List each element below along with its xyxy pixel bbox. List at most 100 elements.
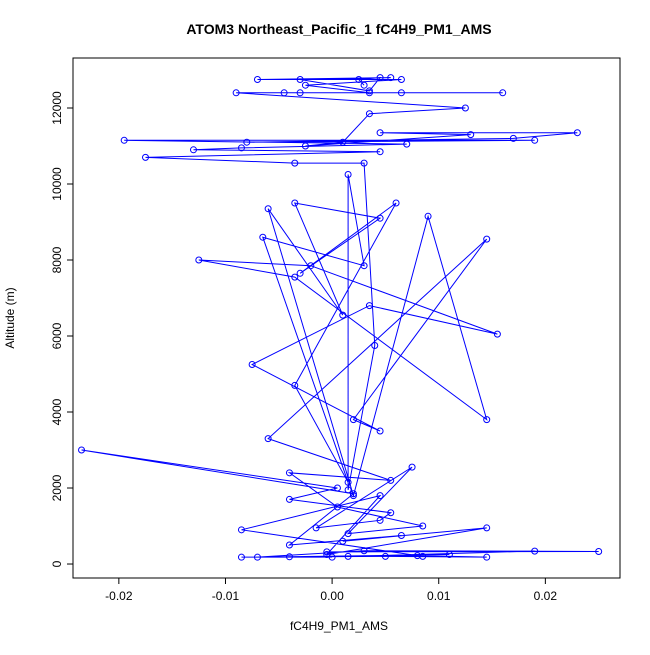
point (142, 153, 150, 161)
point (387, 509, 395, 517)
point (397, 76, 405, 84)
point (243, 138, 251, 146)
point (285, 469, 293, 477)
point (349, 416, 357, 424)
point (301, 81, 309, 89)
point (323, 551, 331, 559)
point (339, 311, 347, 319)
plot-frame (72, 57, 621, 579)
point (259, 233, 267, 241)
point (248, 361, 256, 369)
point (376, 427, 384, 435)
point (291, 273, 299, 281)
point (365, 110, 373, 118)
point (285, 541, 293, 549)
point (339, 138, 347, 146)
point (296, 269, 304, 277)
point (344, 530, 352, 538)
point (376, 148, 384, 156)
point (376, 214, 384, 222)
point (344, 486, 352, 494)
point (461, 104, 469, 112)
point (531, 136, 539, 144)
point (333, 503, 341, 511)
point (349, 492, 357, 500)
point (509, 134, 517, 142)
point (360, 547, 368, 555)
point (408, 463, 416, 471)
point (467, 131, 475, 139)
point (573, 129, 581, 137)
point (307, 262, 315, 270)
point (189, 146, 197, 154)
point (445, 551, 453, 559)
point (264, 205, 272, 213)
point (232, 89, 240, 97)
point (365, 302, 373, 310)
point (120, 136, 128, 144)
point (360, 81, 368, 89)
point (291, 381, 299, 389)
x-axis-label: fC4H9_PM1_AMS (290, 619, 388, 633)
point (349, 490, 357, 498)
point (344, 478, 352, 486)
point (78, 446, 86, 454)
y-tick-label: 6000 (50, 322, 64, 349)
point (531, 547, 539, 555)
y-tick-label: 12000 (50, 91, 64, 125)
point (291, 199, 299, 207)
point (413, 552, 421, 560)
point (333, 484, 341, 492)
point (483, 553, 491, 561)
point (387, 476, 395, 484)
point (376, 74, 384, 82)
point (296, 89, 304, 97)
point (483, 235, 491, 243)
point (344, 552, 352, 560)
point (403, 140, 411, 148)
y-tick-label: 0 (50, 560, 64, 567)
point (339, 537, 347, 545)
y-tick-label: 4000 (50, 398, 64, 425)
chart-title: ATOM3 Northeast_Pacific_1 fC4H9_PM1_AMS (186, 21, 491, 37)
point (253, 553, 261, 561)
point (376, 492, 384, 500)
point (397, 89, 405, 97)
series-line (81, 77, 599, 558)
point (493, 330, 501, 338)
point (397, 532, 405, 540)
y-tick-label: 2000 (50, 474, 64, 501)
y-axis-label: Altitude (m) (3, 287, 17, 348)
point (291, 159, 299, 167)
point (387, 74, 395, 82)
point (323, 548, 331, 556)
point (312, 524, 320, 532)
point (328, 553, 336, 561)
point (355, 76, 363, 84)
point (483, 524, 491, 532)
x-tick-label: -0.01 (212, 589, 240, 603)
point (237, 526, 245, 534)
point (253, 76, 261, 84)
point (264, 435, 272, 443)
point (344, 171, 352, 179)
point (371, 342, 379, 350)
point (237, 553, 245, 561)
x-tick-label: 0.01 (427, 589, 451, 603)
point (285, 553, 293, 561)
point (360, 262, 368, 270)
point (301, 142, 309, 150)
y-tick-label: 10000 (50, 167, 64, 201)
point (237, 144, 245, 152)
point (296, 76, 304, 84)
point (419, 522, 427, 530)
point (499, 89, 507, 97)
x-tick-label: -0.02 (105, 589, 133, 603)
point (195, 256, 203, 264)
point (381, 552, 389, 560)
point (419, 552, 427, 560)
point (376, 516, 384, 524)
x-tick-label: 0.02 (534, 589, 558, 603)
point (365, 87, 373, 95)
